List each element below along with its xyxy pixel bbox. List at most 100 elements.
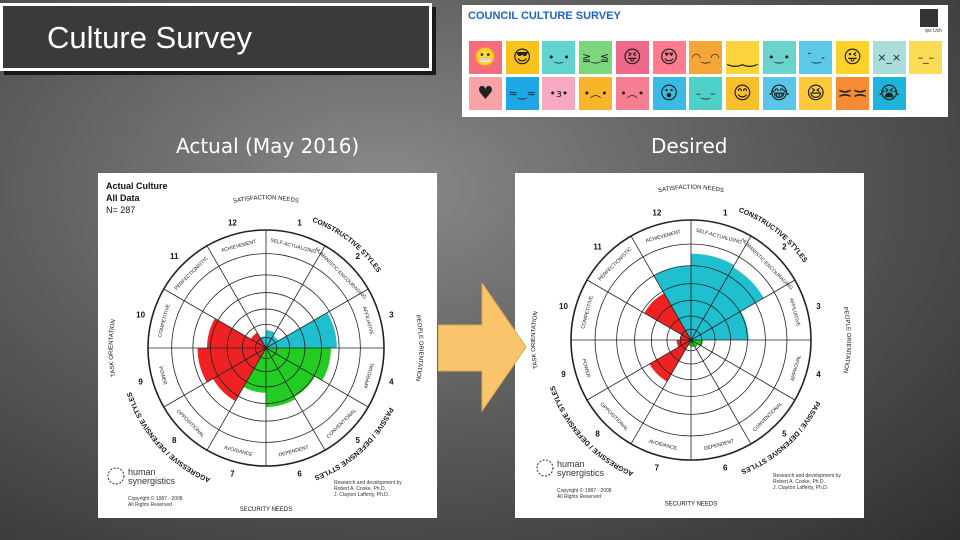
style-number: 6 (297, 469, 302, 478)
style-bar-9 (197, 348, 266, 383)
style-label: OPPOSITIONAL (175, 409, 206, 440)
style-bar-11 (644, 293, 691, 340)
grid-spoke (265, 347, 369, 408)
emoji-face-icon: 😬 (474, 47, 497, 68)
emoji-face-icon: 😎 (512, 47, 532, 68)
emoji-face-icon: ≧‿≦ (581, 51, 610, 64)
emoji-tile: ˘‿- (799, 41, 833, 74)
grid-spoke (163, 347, 267, 408)
emoji-tile: •з• (542, 77, 576, 110)
emoji-tile: 😊 (725, 77, 759, 110)
style-bar-7 (243, 348, 266, 393)
brand-line-2: synergistics (557, 468, 605, 478)
style-bar-6 (266, 348, 296, 407)
style-label: ACHIEVEMENT (645, 229, 681, 244)
style-label: CONVENTIONAL (326, 408, 358, 440)
grid-spoke (690, 235, 752, 341)
emoji-face-icon: •︵• (583, 87, 608, 100)
grid-spoke (630, 235, 692, 341)
grid-spoke (265, 245, 326, 349)
constructive-styles-label: CONSTRUCTIVE STYLES (738, 207, 809, 264)
survey-banner: COUNCIL CULTURE SURVEY ips Uch 😬 😎 •‿• ≧‿≦ 😝… (462, 5, 948, 117)
emoji-tile: •‿• (542, 41, 576, 74)
banner-title: COUNCIL CULTURE SURVEY (468, 10, 621, 22)
emoji-face-icon: •з• (549, 87, 569, 100)
grid-spoke (206, 347, 267, 451)
constructive-styles-label: CONSTRUCTIVE STYLES (311, 217, 382, 274)
grid-spoke (690, 279, 796, 341)
emoji-face-icon: 😂 (768, 83, 790, 104)
research-line-2: Robert A. Cooke, Ph.D. (334, 486, 386, 492)
desired-chart-panel: SELF-ACTUALIZING HUMANISTIC-ENCOURAGING AF… (515, 173, 864, 518)
council-logo-icon (920, 9, 938, 27)
style-number: 10 (559, 302, 568, 311)
satisfaction-needs-label: SATISFACTION NEEDS (233, 195, 300, 205)
copyright-line-2: All Rights Reserved (128, 502, 172, 508)
emoji-face-icon: 😮 (659, 83, 679, 104)
research-line-1: Research and development by (773, 473, 841, 479)
style-bar-5 (266, 348, 316, 398)
style-number: 9 (138, 378, 143, 387)
research-line-1: Research and development by (334, 480, 402, 486)
style-label: OPPOSITIONAL (599, 402, 630, 433)
emoji-tile: 😂 (762, 77, 796, 110)
emoji-face-icon: –‿– (695, 87, 716, 100)
style-bar-3 (691, 311, 749, 340)
style-label: ACHIEVEMENT (221, 239, 257, 254)
grid-spoke (690, 339, 796, 401)
council-logo-text: ips Uch (925, 28, 942, 34)
research-line-3: J. Clayton Lafferty, Ph.D. (334, 492, 389, 498)
desired-circumplex: SELF-ACTUALIZINGHUMANISTIC-ENCOURAGINGAF… (531, 185, 851, 508)
task-orientation-label: TASK ORIENTATION (531, 311, 540, 369)
style-label: AVOIDANCE (648, 439, 678, 452)
security-needs-label: SECURITY NEEDS (665, 502, 718, 508)
research-line-3: J. Clayton Lafferty, Ph.D. (773, 485, 828, 491)
style-number: 4 (389, 378, 394, 387)
style-number: 2 (356, 252, 361, 261)
style-label: AVOIDANCE (223, 445, 253, 458)
right-arrow-icon (438, 283, 527, 413)
style-label: CONVENTIONAL (752, 401, 784, 433)
emoji-tile: 😆 (799, 77, 833, 110)
copyright-line-1: Copyright © 1987 - 2008 (557, 487, 612, 494)
emoji-face-icon: •︵• (620, 87, 645, 100)
style-number: 12 (228, 219, 237, 228)
grid-spoke (206, 245, 267, 349)
emoji-face-icon: 😭 (878, 83, 900, 104)
style-bar-2 (266, 335, 279, 348)
style-bar-10 (207, 318, 266, 348)
style-number: 4 (816, 370, 821, 379)
emoji-face-icon: ≍≍ (837, 83, 868, 104)
grid-spoke (690, 339, 752, 445)
emoji-tile: 😝 (615, 41, 649, 74)
security-needs-label: SECURITY NEEDS (240, 507, 293, 513)
desired-heading: Desired (651, 134, 728, 158)
style-bar-2 (691, 267, 764, 340)
emoji-tile: ≧‿≦ (579, 41, 613, 74)
style-number: 1 (297, 219, 302, 228)
style-label: PERFECTIONISTIC (597, 246, 633, 282)
emoji-tile: 😮 (652, 77, 686, 110)
style-number: 7 (655, 464, 660, 473)
copyright-line-1: Copyright © 1987 - 2008 (128, 495, 183, 502)
emoji-tile: 😬 (469, 41, 502, 74)
style-label: COMPETITIVE (580, 295, 595, 330)
emoji-tile: 😎 (505, 41, 539, 74)
brand-line-2: synergistics (128, 476, 176, 486)
style-bar-4 (266, 348, 331, 381)
style-label: POWER (580, 358, 591, 378)
style-number: 8 (172, 436, 177, 445)
legend-line: Actual Culture (106, 181, 168, 191)
actual-heading: Actual (May 2016) (176, 134, 360, 158)
emoji-face-icon: –_– (917, 51, 935, 64)
style-label: DEPENDENT (704, 438, 735, 452)
slide-title-box: Culture Survey (0, 3, 432, 71)
style-label: AFFILIATIVE (788, 297, 801, 327)
legend-line: All Data (106, 193, 141, 203)
emoji-tile: 😭 (872, 77, 906, 110)
style-bar-8 (212, 348, 266, 402)
emoji-tile: –_– (909, 41, 943, 74)
emoji-tile: •‿• (762, 41, 796, 74)
slide-title: Culture Survey (47, 20, 253, 55)
style-label: APPROVAL (790, 354, 803, 381)
